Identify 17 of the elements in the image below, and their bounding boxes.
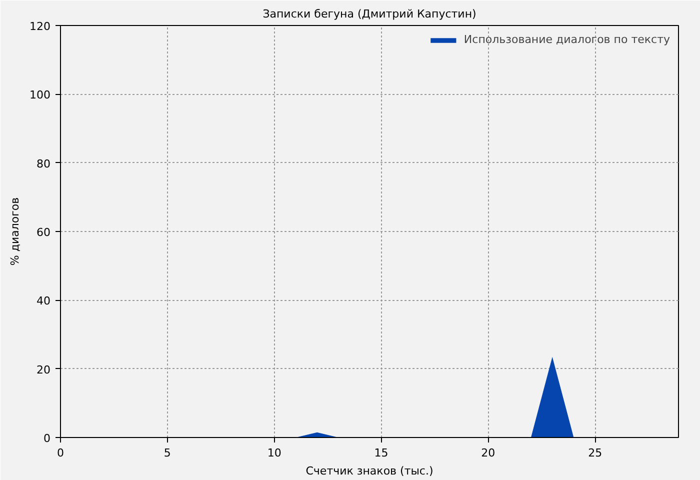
y-tick-label: 120	[30, 20, 51, 33]
x-tick-label: 15	[374, 446, 388, 460]
x-tick-label: 10	[267, 446, 282, 460]
y-tick-label: 80	[36, 157, 51, 170]
y-tick-label: 0	[44, 432, 50, 445]
x-tick-label: 0	[57, 446, 64, 460]
x-tick-label: 20	[481, 446, 496, 460]
x-tick-label: 25	[588, 446, 602, 460]
x-axis-title: Счетчик знаков (тыс.)	[306, 464, 434, 478]
y-tick-label: 60	[36, 226, 51, 239]
x-tick-label: 5	[164, 446, 171, 460]
y-tick-label: 20	[36, 363, 51, 376]
y-tick-label: 40	[36, 294, 51, 308]
chart-title: Записки бегуна (Дмитрий Капустин)	[262, 8, 476, 20]
y-tick-label: 100	[30, 88, 51, 102]
y-axis-title: % диалогов	[8, 197, 22, 266]
legend-label: Использование диалогов по тексту	[464, 33, 670, 46]
